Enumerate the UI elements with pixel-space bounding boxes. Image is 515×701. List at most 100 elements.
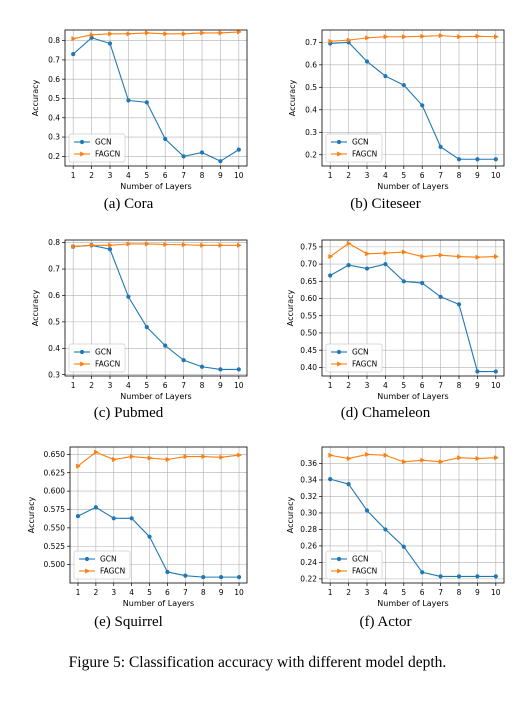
data-point — [438, 144, 443, 149]
series-line — [77, 451, 240, 467]
legend-marker — [79, 139, 85, 145]
x-axis-label: Number of Layers — [377, 182, 448, 191]
data-point — [218, 367, 223, 372]
x-tick-label: 4 — [126, 171, 131, 180]
plot-frame — [321, 446, 505, 584]
y-tick-label: 0.24 — [300, 558, 317, 567]
data-point — [165, 456, 171, 463]
y-tick-label: 0.7 — [48, 56, 60, 65]
x-tick-label: 9 — [218, 381, 223, 390]
data-point — [420, 253, 426, 260]
data-point — [494, 253, 499, 260]
x-tick-label: 9 — [475, 381, 480, 390]
legend-label: GCN — [95, 138, 112, 147]
data-point — [494, 455, 499, 461]
data-point — [147, 455, 153, 461]
series-line — [330, 478, 496, 577]
y-tick-label: 0.75 — [300, 242, 317, 251]
data-point — [346, 481, 351, 487]
data-point — [456, 157, 462, 162]
data-point — [383, 527, 388, 532]
x-tick-label: 7 — [181, 381, 186, 390]
y-tick-label: 0.4 — [305, 105, 317, 114]
data-point — [420, 280, 425, 286]
y-tick-label: 0.2 — [305, 150, 317, 159]
legend-marker — [336, 556, 342, 562]
x-tick-label: 5 — [401, 588, 406, 597]
data-point — [144, 241, 150, 247]
y-axis-label: Accuracy — [286, 496, 295, 533]
x-tick-label: 6 — [420, 171, 425, 180]
y-tick-label: 0.5 — [48, 94, 60, 103]
data-point — [346, 455, 352, 462]
y-tick-label: 0.2 — [48, 152, 60, 161]
x-axis-label: Number of Layers — [120, 392, 191, 401]
y-tick-label: 0.70 — [300, 260, 317, 269]
legend-label: FAGCN — [100, 567, 125, 576]
data-point — [475, 254, 481, 260]
data-point — [328, 273, 333, 278]
x-tick-label: 3 — [365, 588, 370, 597]
x-tick-label: 10 — [491, 171, 501, 180]
x-tick-label: 9 — [475, 588, 480, 597]
x-tick-label: 3 — [365, 171, 370, 180]
x-axis-label: Number of Layers — [377, 392, 448, 401]
data-point — [346, 240, 352, 247]
legend-label: GCN — [352, 138, 369, 147]
x-tick-label: 5 — [144, 171, 149, 180]
legend: GCN FAGCN — [325, 133, 383, 163]
data-point — [181, 358, 186, 363]
data-point — [93, 505, 98, 510]
data-point — [475, 455, 481, 462]
legend-marker — [80, 151, 86, 157]
x-tick-label: 6 — [420, 381, 425, 390]
legend-marker — [336, 139, 342, 145]
panel-caption-b: (b) Citeseer — [350, 196, 421, 212]
data-point — [365, 35, 371, 41]
x-tick-label: 8 — [457, 171, 462, 180]
data-point — [147, 534, 152, 539]
x-tick-label: 7 — [438, 588, 443, 597]
legend-label: FAGCN — [352, 360, 377, 369]
x-tick-label: 2 — [346, 171, 351, 180]
data-point — [144, 100, 149, 105]
data-point — [401, 82, 406, 88]
series-line — [330, 35, 496, 42]
data-point — [475, 33, 481, 39]
series-fagcn — [76, 449, 243, 469]
data-point — [126, 98, 131, 103]
data-point — [236, 575, 242, 580]
data-point — [493, 369, 498, 374]
data-point — [456, 574, 462, 579]
x-tick-label: 6 — [163, 381, 168, 390]
series-gcn — [328, 40, 498, 162]
series-gcn — [328, 477, 498, 579]
data-point — [201, 575, 206, 580]
series-fagcn — [328, 32, 499, 44]
y-tick-label: 0.650 — [44, 450, 66, 459]
series-fagcn — [71, 241, 242, 250]
y-tick-label: 0.32 — [300, 492, 317, 501]
data-point — [346, 263, 351, 268]
plot-frame — [69, 446, 248, 584]
y-tick-label: 0.7 — [48, 265, 60, 274]
legend: GCN FAGCN — [325, 550, 383, 580]
data-point — [163, 31, 169, 37]
data-point — [364, 508, 370, 513]
data-point — [144, 30, 150, 36]
y-tick-label: 0.8 — [48, 36, 60, 45]
chart-panel-d: 1 2 3 4 5 6 7 8 9 10 0.40 0.45 0.50 0.55 0.60 0.65 0.70 0… — [286, 239, 505, 401]
data-point — [383, 34, 389, 40]
y-tick-label: 0.550 — [44, 523, 66, 532]
data-point — [237, 242, 242, 248]
x-tick-label: 5 — [401, 171, 406, 180]
data-point — [219, 454, 225, 460]
y-tick-label: 0.28 — [300, 525, 317, 534]
data-point — [438, 32, 444, 39]
x-axis-label: Number of Layers — [123, 599, 194, 608]
data-point — [383, 73, 388, 79]
y-tick-label: 0.600 — [44, 487, 66, 496]
data-point — [163, 136, 168, 142]
data-point — [401, 459, 407, 465]
data-point — [237, 452, 243, 458]
